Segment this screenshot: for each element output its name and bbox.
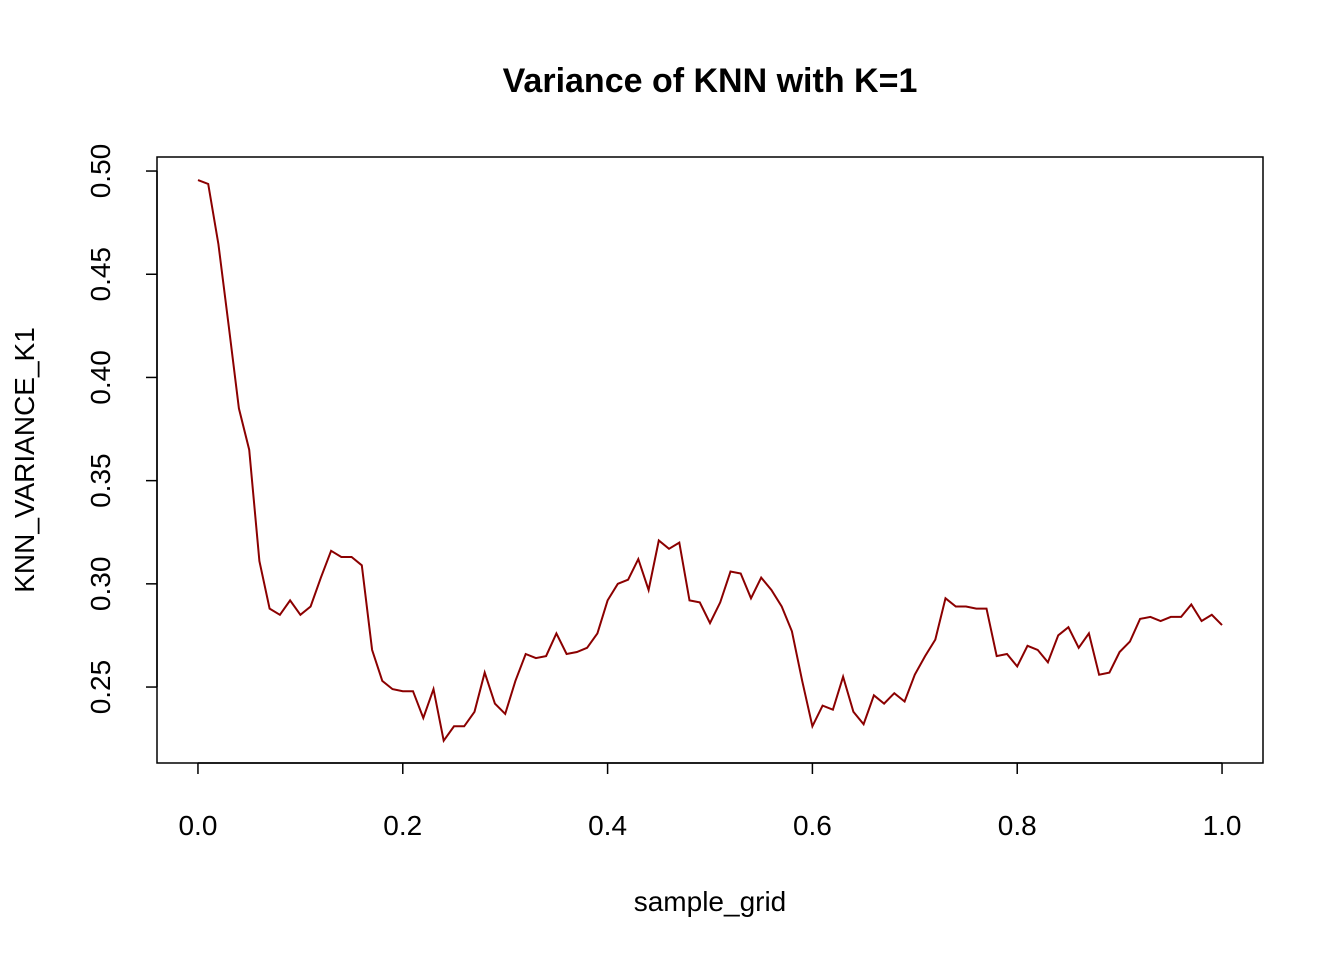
x-tick-label: 0.8 xyxy=(998,810,1037,841)
x-tick-label: 0.2 xyxy=(383,810,422,841)
x-tick-label: 0.0 xyxy=(178,810,217,841)
x-tick-label: 1.0 xyxy=(1203,810,1242,841)
x-axis: 0.0 0.2 0.4 0.6 0.8 1.0 xyxy=(178,762,1242,841)
y-tick-label: 0.35 xyxy=(85,453,116,508)
x-tick-label: 0.4 xyxy=(588,810,627,841)
y-tick-label: 0.30 xyxy=(85,557,116,612)
chart-title: Variance of KNN with K=1 xyxy=(503,62,918,100)
y-tick-label: 0.45 xyxy=(85,247,116,302)
y-axis-label: KNN_VARIANCE_K1 xyxy=(9,327,40,593)
y-tick-label: 0.50 xyxy=(85,144,116,199)
series-line xyxy=(197,179,1223,744)
y-axis: 0.25 0.30 0.35 0.40 0.45 0.50 xyxy=(85,144,158,715)
y-tick-label: 0.25 xyxy=(85,660,116,715)
y-tick-label: 0.40 xyxy=(85,350,116,405)
x-tick-label: 0.6 xyxy=(793,810,832,841)
plot-frame xyxy=(156,156,1264,764)
x-axis-label: sample_grid xyxy=(634,886,787,917)
